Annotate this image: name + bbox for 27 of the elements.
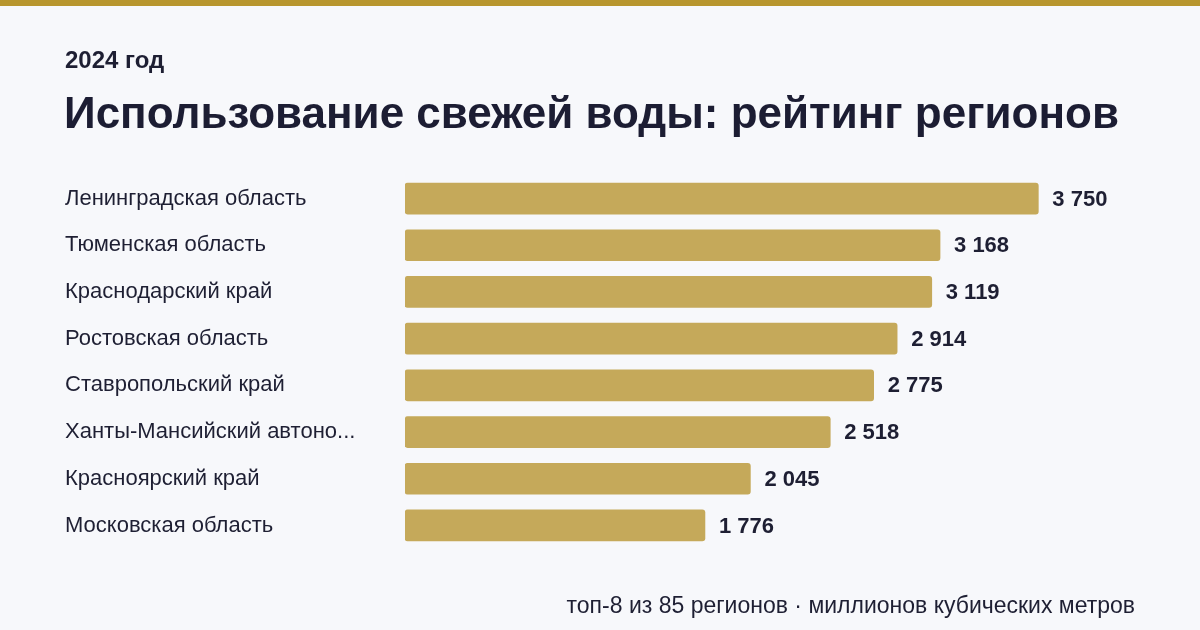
bar <box>405 369 874 402</box>
bar <box>405 509 706 542</box>
data-label: 3 168 <box>954 232 1010 258</box>
y-tick-label: Московская область <box>65 511 274 537</box>
data-label: 2 518 <box>844 419 900 445</box>
y-tick-label: Ростовская область <box>65 324 269 350</box>
data-label: 2 914 <box>911 325 967 351</box>
y-tick-label: Ленинградская область <box>65 184 307 210</box>
y-tick-label: Ставропольский край <box>65 371 285 397</box>
data-label: 2 775 <box>887 372 943 398</box>
data-label: 1 776 <box>718 512 775 538</box>
bar <box>405 229 941 262</box>
bar <box>405 462 751 495</box>
y-tick-label: Тюменская область <box>65 231 267 257</box>
bar <box>405 276 933 308</box>
bar <box>405 182 1039 215</box>
y-tick-label: Краснодарский край <box>65 278 273 304</box>
data-label: 3 750 <box>1052 185 1108 211</box>
text: топ-8 из 85 регионов · миллионов кубических метров <box>566 592 1135 619</box>
y-tick-label: Ханты-Мансийский автоно... <box>65 418 356 444</box>
chart-title: Использование свежей воды: рейтинг регионов <box>64 88 1119 138</box>
data-label: 2 045 <box>764 465 820 491</box>
text: 2024 год <box>65 46 165 74</box>
bar <box>405 416 831 448</box>
y-tick-label: Красноярский край <box>65 464 260 490</box>
data-label: 3 119 <box>945 279 1000 305</box>
bar <box>405 322 898 355</box>
